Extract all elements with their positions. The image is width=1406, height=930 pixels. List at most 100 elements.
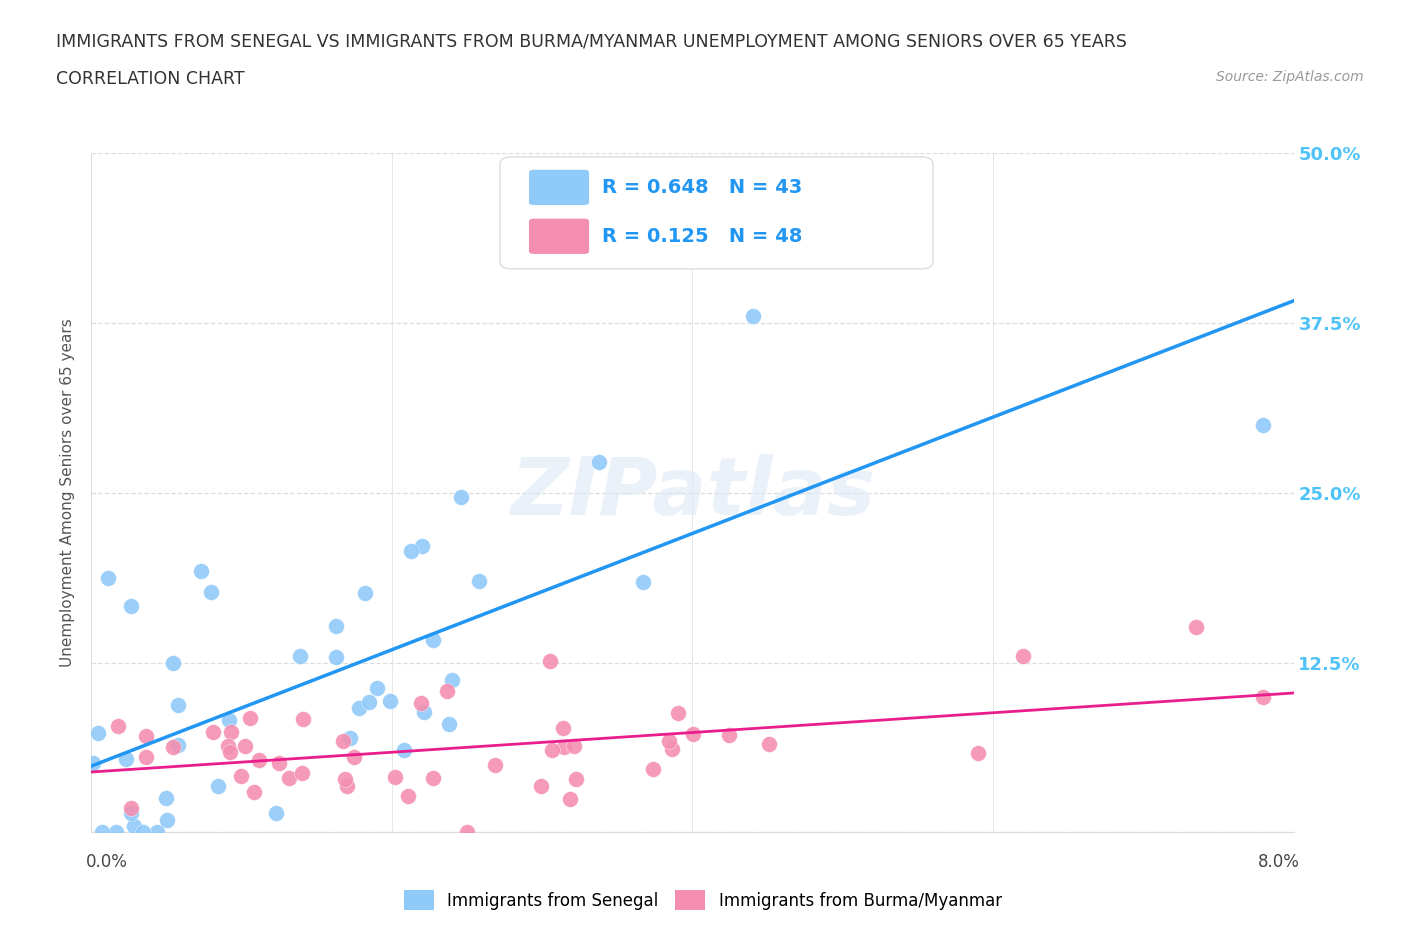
Point <box>484 758 506 773</box>
Point <box>541 743 564 758</box>
Point <box>658 734 681 749</box>
Point <box>339 730 361 745</box>
Text: Source: ZipAtlas.com: Source: ZipAtlas.com <box>1216 70 1364 84</box>
Point <box>347 700 370 715</box>
Point <box>551 721 574 736</box>
Point <box>239 711 262 725</box>
Point <box>167 698 190 712</box>
Point <box>247 752 270 767</box>
Y-axis label: Unemployment Among Seniors over 65 years: Unemployment Among Seniors over 65 years <box>60 319 76 668</box>
Point <box>120 805 142 820</box>
Point <box>553 739 575 754</box>
Point <box>162 739 184 754</box>
Point <box>641 762 664 777</box>
Point <box>233 738 256 753</box>
Point <box>155 790 177 805</box>
Point <box>1253 689 1275 704</box>
Point <box>288 648 311 663</box>
Point <box>325 619 347 634</box>
Point <box>1012 648 1035 663</box>
Point <box>558 792 581 807</box>
Point <box>207 778 229 793</box>
Point <box>422 632 444 647</box>
Point <box>231 768 253 783</box>
Point <box>565 772 588 787</box>
Point <box>1184 619 1206 634</box>
Point <box>155 813 177 828</box>
Point <box>291 765 314 780</box>
Text: 0.0%: 0.0% <box>86 853 128 870</box>
Point <box>91 825 114 840</box>
Point <box>456 825 478 840</box>
Point <box>82 756 104 771</box>
FancyBboxPatch shape <box>529 219 589 254</box>
Point <box>384 769 406 784</box>
Point <box>422 771 444 786</box>
Point <box>530 778 553 793</box>
Point <box>378 693 401 708</box>
Point <box>413 705 436 720</box>
Point <box>450 489 472 504</box>
Text: R = 0.648   N = 43: R = 0.648 N = 43 <box>602 178 803 197</box>
Point <box>166 737 188 752</box>
Point <box>269 755 291 770</box>
Point <box>396 789 419 804</box>
Point <box>409 696 432 711</box>
Point <box>146 824 169 839</box>
Point <box>190 564 212 578</box>
Point <box>333 771 356 786</box>
Point <box>243 784 266 799</box>
Point <box>132 825 155 840</box>
Point <box>343 750 366 764</box>
Legend: Immigrants from Senegal, Immigrants from Burma/Myanmar: Immigrants from Senegal, Immigrants from… <box>398 884 1008 917</box>
Point <box>741 309 763 324</box>
Point <box>219 724 242 739</box>
Point <box>325 649 347 664</box>
Text: IMMIGRANTS FROM SENEGAL VS IMMIGRANTS FROM BURMA/MYANMAR UNEMPLOYMENT AMONG SENI: IMMIGRANTS FROM SENEGAL VS IMMIGRANTS FR… <box>56 33 1128 50</box>
Point <box>218 712 240 727</box>
Point <box>392 742 415 757</box>
Point <box>357 695 380 710</box>
Point <box>200 584 222 599</box>
Point <box>562 738 585 753</box>
Point <box>336 778 359 793</box>
Text: R = 0.125   N = 48: R = 0.125 N = 48 <box>602 227 803 246</box>
Point <box>588 455 610 470</box>
Point <box>266 805 288 820</box>
Point <box>104 825 127 840</box>
Point <box>411 538 433 553</box>
Point <box>332 734 354 749</box>
Point <box>661 741 683 756</box>
Point <box>120 800 142 815</box>
Point <box>115 752 138 767</box>
Point <box>97 571 120 586</box>
Point <box>278 770 301 785</box>
Point <box>967 746 990 761</box>
Point <box>758 737 780 751</box>
Point <box>107 718 129 733</box>
Text: ZIPatlas: ZIPatlas <box>510 454 875 532</box>
Point <box>217 739 239 754</box>
Point <box>366 681 388 696</box>
Point <box>354 586 377 601</box>
Point <box>399 544 422 559</box>
Point <box>1253 418 1275 432</box>
Point <box>467 574 489 589</box>
Point <box>441 672 464 687</box>
Point <box>122 818 145 833</box>
Point <box>135 729 157 744</box>
Point <box>436 684 458 698</box>
Point <box>120 599 142 614</box>
Point <box>666 706 689 721</box>
Point <box>291 711 314 726</box>
Point <box>631 575 654 590</box>
FancyBboxPatch shape <box>529 170 589 205</box>
Point <box>87 725 110 740</box>
Text: CORRELATION CHART: CORRELATION CHART <box>56 70 245 87</box>
Point <box>682 727 704 742</box>
Point <box>437 716 460 731</box>
Point <box>135 750 157 764</box>
Point <box>202 724 225 739</box>
FancyBboxPatch shape <box>501 157 934 269</box>
Point <box>718 727 741 742</box>
